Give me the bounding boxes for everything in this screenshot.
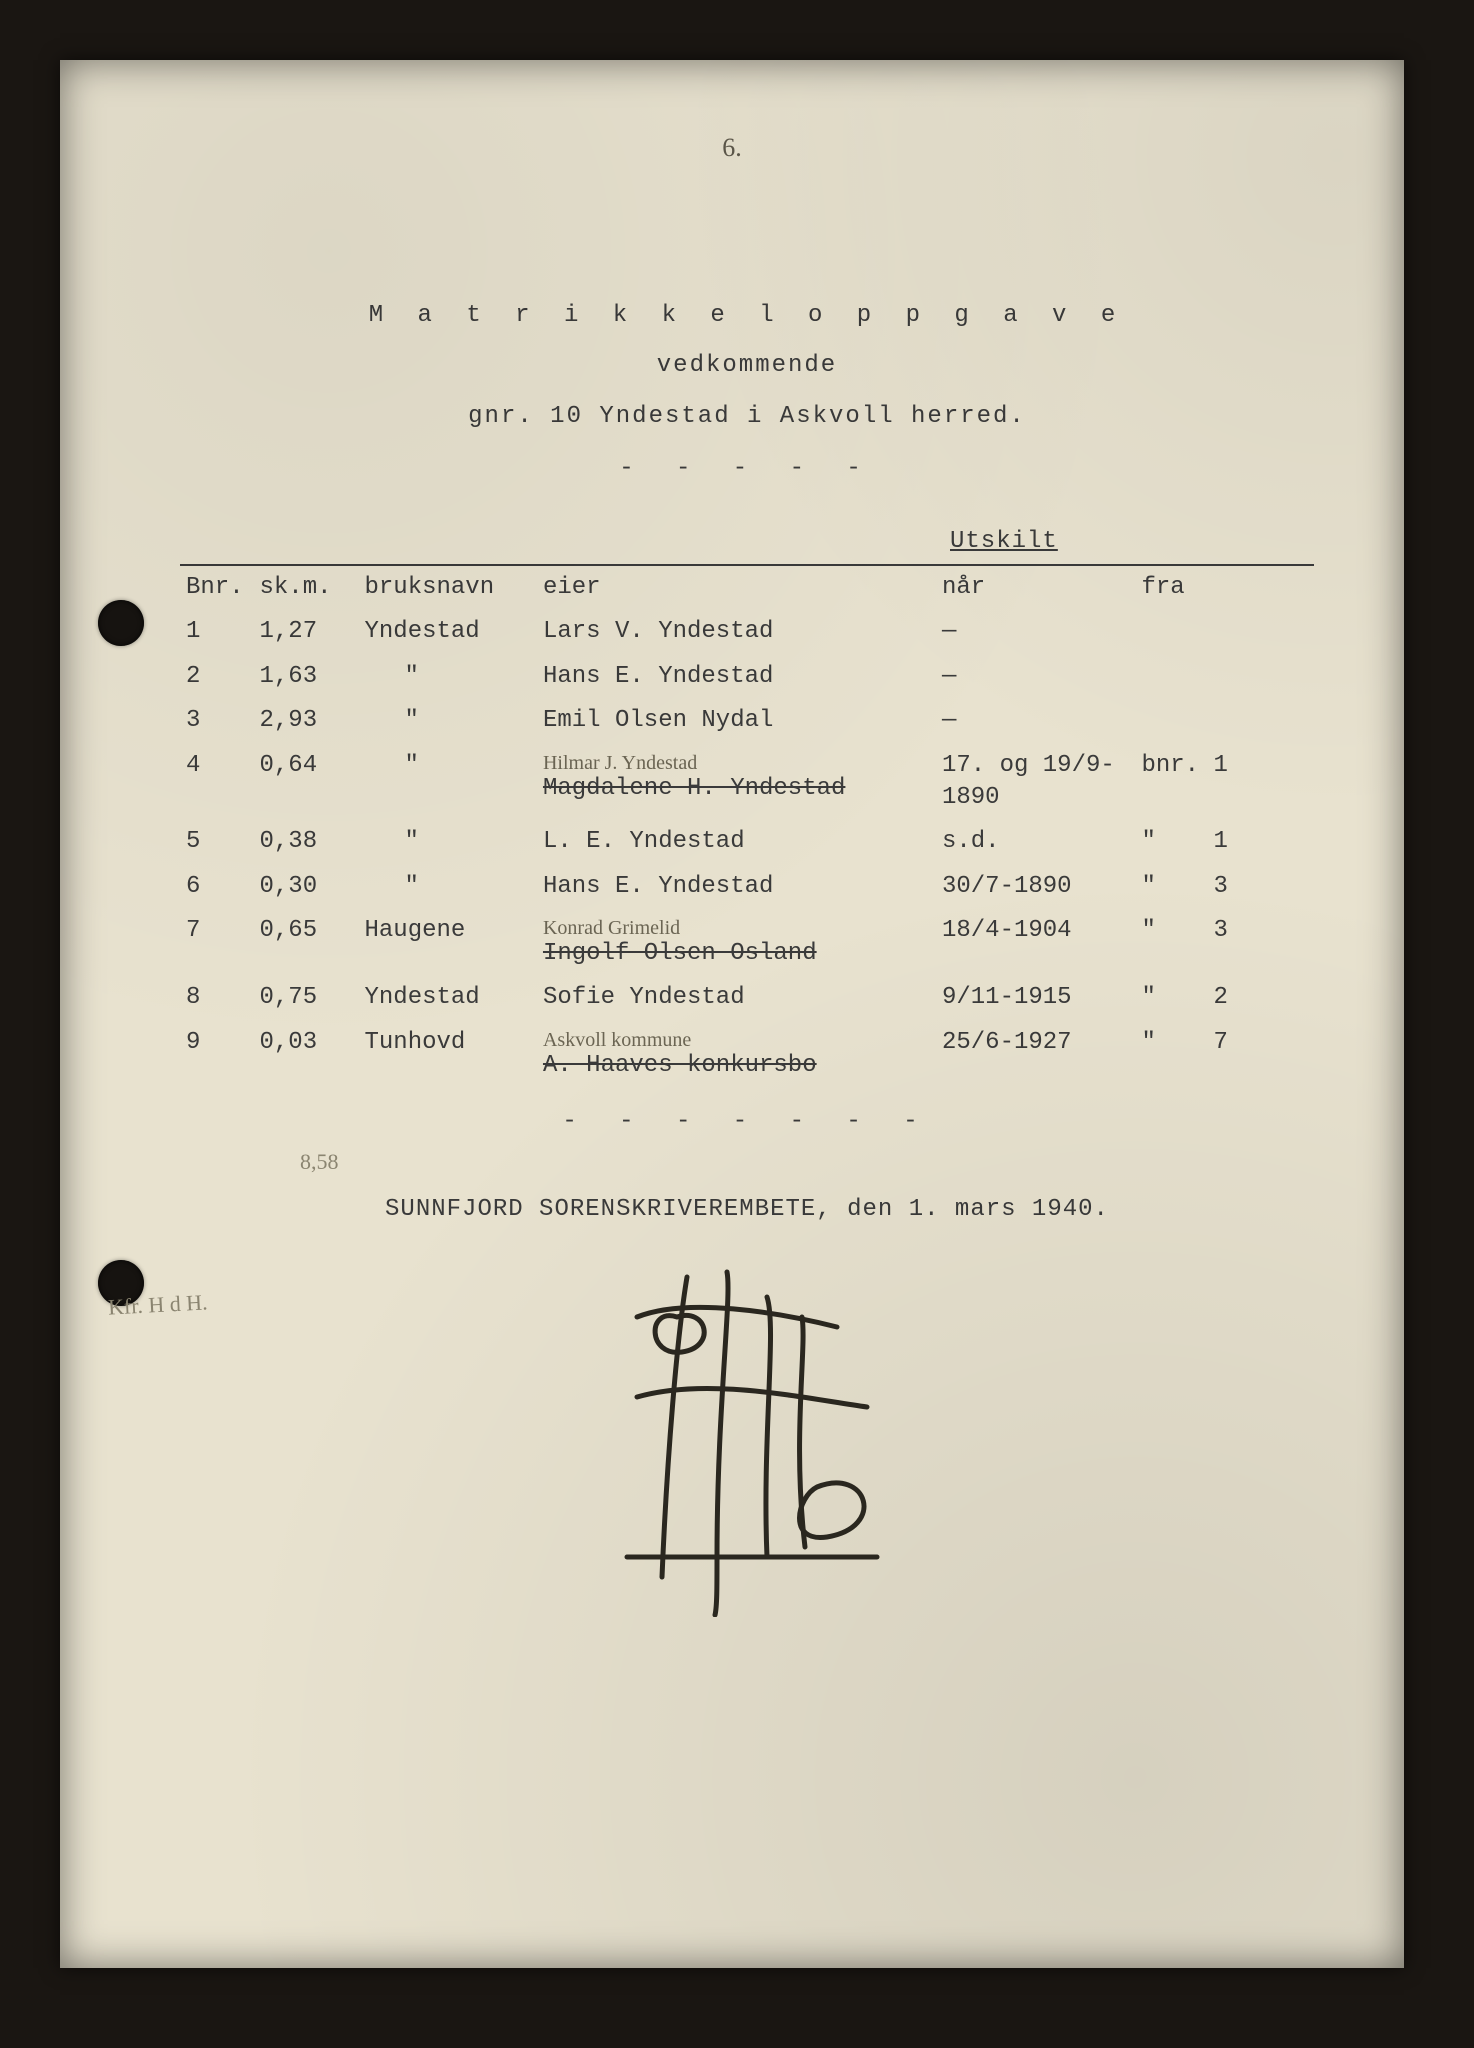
struck-text: Magdalene H. Yndestad [543, 775, 845, 802]
cell-eier: Sofie Yndestad [537, 976, 936, 1020]
title-sub1: vedkommende [180, 350, 1314, 382]
cell-bruksnavn: " [358, 744, 536, 821]
cell-nar: — [936, 610, 1135, 654]
cell-bruksnavn: " [358, 655, 536, 699]
table-row: 11,27YndestadLars V. Yndestad— [180, 610, 1314, 654]
col-fra: fra [1135, 565, 1314, 610]
cell-bnr: 5 [180, 820, 254, 864]
register-table: Bnr. sk.m. bruksnavn eier når fra 11,27Y… [180, 564, 1314, 1088]
cell-eier: Emil Olsen Nydal [537, 699, 936, 743]
cell-bnr: 4 [180, 744, 254, 821]
cell-fra: " 2 [1135, 976, 1314, 1020]
struck-text: A. Haaves konkursbo [543, 1052, 817, 1079]
table-row: 80,75YndestadSofie Yndestad9/11-1915" 2 [180, 976, 1314, 1020]
cell-skm: 1,27 [254, 610, 359, 654]
cell-eier: L. E. Yndestad [537, 820, 936, 864]
col-eier: eier [537, 565, 936, 610]
cell-fra [1135, 699, 1314, 743]
cell-fra: bnr. 1 [1135, 744, 1314, 821]
table-row: 21,63"Hans E. Yndestad— [180, 655, 1314, 699]
cell-fra: " 7 [1135, 1021, 1314, 1088]
scan-frame: 6. Kfr. H d H. M a t r i k k e l o p p g… [0, 0, 1474, 2048]
cell-bruksnavn: " [358, 699, 536, 743]
table-row: 60,30"Hans E. Yndestad30/7-1890" 3 [180, 865, 1314, 909]
cell-fra: " 3 [1135, 909, 1314, 976]
cell-bruksnavn: " [358, 820, 536, 864]
col-skm: sk.m. [254, 565, 359, 610]
cell-bruksnavn: Yndestad [358, 610, 536, 654]
col-nar: når [936, 565, 1135, 610]
utskilt-heading: Utskilt [950, 526, 1314, 558]
cell-skm: 0,75 [254, 976, 359, 1020]
table-row: 90,03TunhovdAskvoll kommuneA. Haaves kon… [180, 1021, 1314, 1088]
cell-fra: " 1 [1135, 820, 1314, 864]
cell-eier: Lars V. Yndestad [537, 610, 936, 654]
table-row: 70,65HaugeneKonrad GrimelidIngolf Olsen … [180, 909, 1314, 976]
col-bruksnavn: bruksnavn [358, 565, 536, 610]
cell-bruksnavn: Yndestad [358, 976, 536, 1020]
cell-bnr: 2 [180, 655, 254, 699]
handwritten-correction: Hilmar J. Yndestad [543, 750, 930, 777]
pencil-total: 8,58 [300, 1147, 1314, 1177]
cell-fra: " 3 [1135, 865, 1314, 909]
table-body: 11,27YndestadLars V. Yndestad—21,63"Hans… [180, 610, 1314, 1088]
handwritten-correction: Askvoll kommune [543, 1027, 930, 1054]
table-row: 32,93"Emil Olsen Nydal— [180, 699, 1314, 743]
cell-nar: — [936, 699, 1135, 743]
table-header-row: Bnr. sk.m. bruksnavn eier når fra [180, 565, 1314, 610]
title-main: M a t r i k k e l o p p g a v e [180, 300, 1314, 332]
cell-eier: Hans E. Yndestad [537, 865, 936, 909]
cell-bruksnavn: Haugene [358, 909, 536, 976]
cell-skm: 0,64 [254, 744, 359, 821]
cell-bnr: 1 [180, 610, 254, 654]
separator-dashes-2: - - - - - - - [180, 1106, 1314, 1138]
cell-skm: 0,03 [254, 1021, 359, 1088]
table-row: 40,64"Hilmar J. YndestadMagdalene H. Ynd… [180, 744, 1314, 821]
cell-bruksnavn: " [358, 865, 536, 909]
title-sub2: gnr. 10 Yndestad i Askvoll herred. [180, 401, 1314, 433]
page-number-handwritten: 6. [722, 130, 742, 165]
cell-nar: s.d. [936, 820, 1135, 864]
table-row: 50,38"L. E. Yndestads.d." 1 [180, 820, 1314, 864]
cell-eier: Askvoll kommuneA. Haaves konkursbo [537, 1021, 936, 1088]
col-bnr: Bnr. [180, 565, 254, 610]
cell-skm: 2,93 [254, 699, 359, 743]
cell-skm: 0,30 [254, 865, 359, 909]
cell-nar: 25/6-1927 [936, 1021, 1135, 1088]
cell-eier: Hans E. Yndestad [537, 655, 936, 699]
cell-bruksnavn: Tunhovd [358, 1021, 536, 1088]
cell-nar: 18/4-1904 [936, 909, 1135, 976]
struck-text: Ingolf Olsen Osland [543, 940, 817, 967]
cell-skm: 0,65 [254, 909, 359, 976]
punch-hole-icon [98, 600, 144, 646]
margin-note-handwritten: Kfr. H d H. [107, 1287, 208, 1322]
signature [567, 1257, 927, 1617]
cell-nar: 9/11-1915 [936, 976, 1135, 1020]
cell-eier: Hilmar J. YndestadMagdalene H. Yndestad [537, 744, 936, 821]
cell-nar: 30/7-1890 [936, 865, 1135, 909]
cell-bnr: 7 [180, 909, 254, 976]
cell-skm: 1,63 [254, 655, 359, 699]
title-block: M a t r i k k e l o p p g a v e vedkomme… [180, 300, 1314, 486]
cell-skm: 0,38 [254, 820, 359, 864]
cell-bnr: 9 [180, 1021, 254, 1088]
document-paper: 6. Kfr. H d H. M a t r i k k e l o p p g… [60, 60, 1404, 1968]
cell-eier: Konrad GrimelidIngolf Olsen Osland [537, 909, 936, 976]
cell-fra [1135, 610, 1314, 654]
separator-dashes: - - - - - [180, 453, 1314, 485]
cell-fra [1135, 655, 1314, 699]
handwritten-correction: Konrad Grimelid [543, 915, 930, 942]
footer-line: SUNNFJORD SORENSKRIVEREMBETE, den 1. mar… [180, 1194, 1314, 1226]
cell-bnr: 8 [180, 976, 254, 1020]
cell-bnr: 3 [180, 699, 254, 743]
cell-nar: 17. og 19/9-1890 [936, 744, 1135, 821]
cell-nar: — [936, 655, 1135, 699]
cell-bnr: 6 [180, 865, 254, 909]
